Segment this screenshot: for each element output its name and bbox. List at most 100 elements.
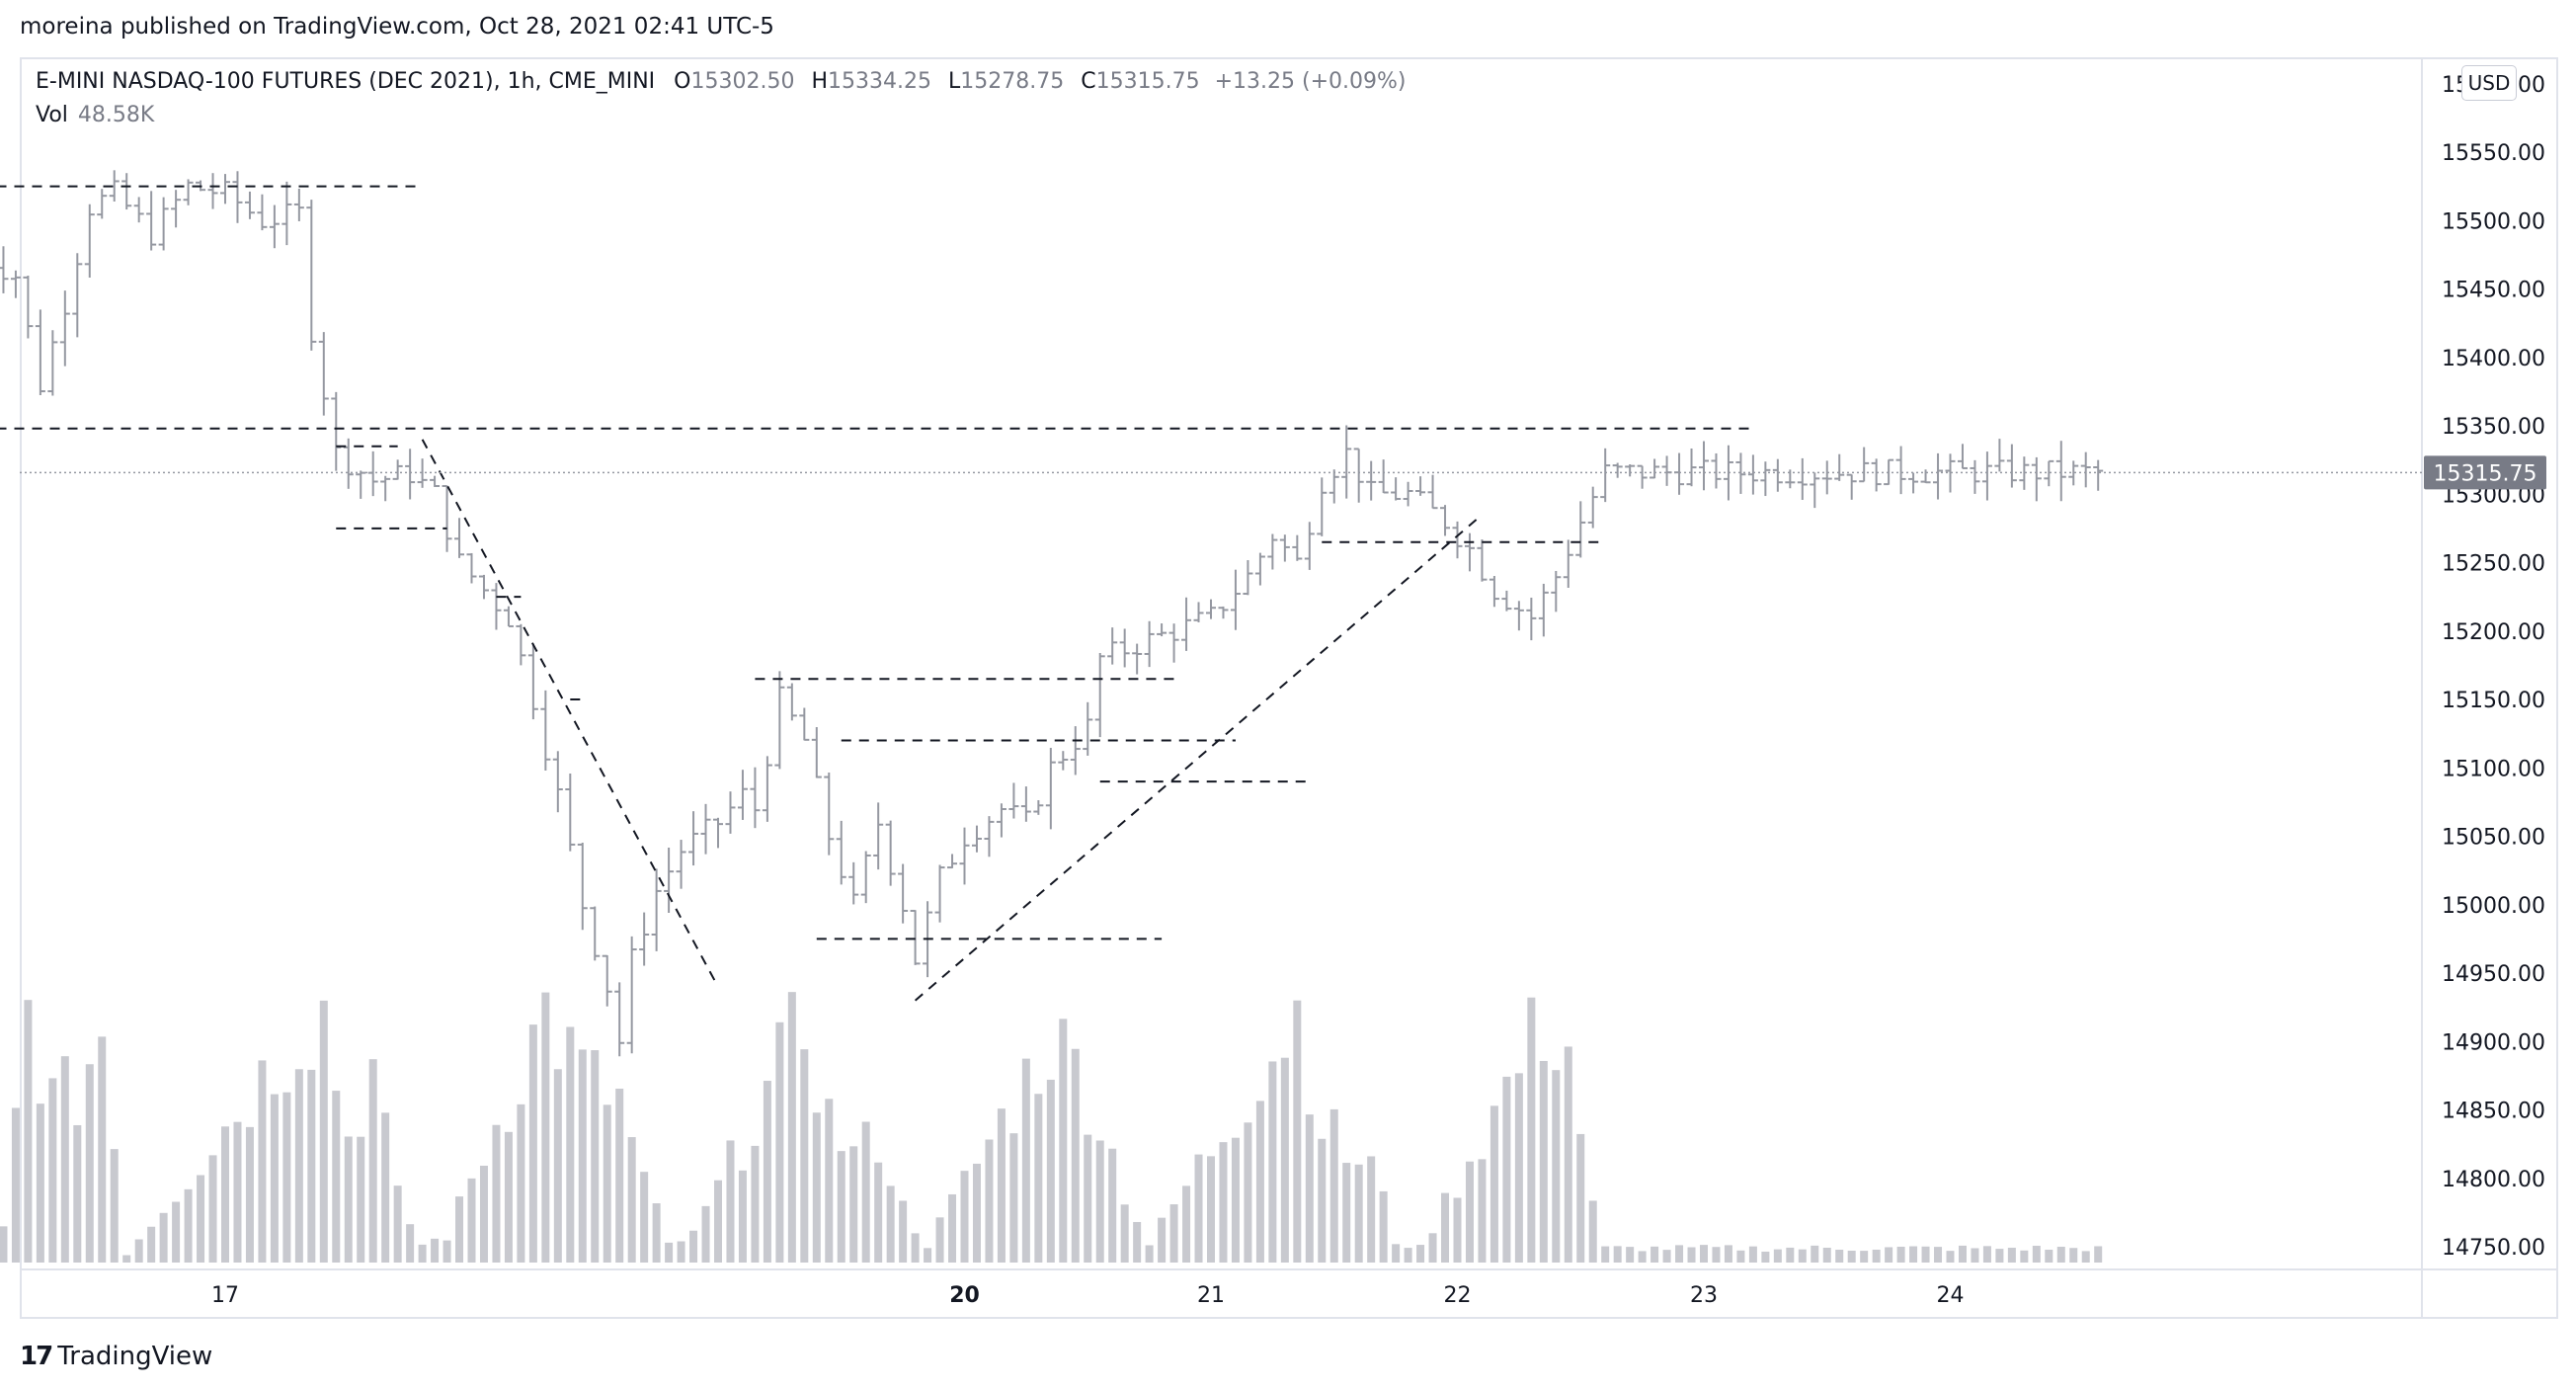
price-tick-label: 15550.00 [2442, 141, 2545, 166]
volume-bar [1626, 1247, 1635, 1263]
volume-bar [1736, 1250, 1745, 1263]
low-value: 15278.75 [960, 69, 1065, 94]
axes-lines [20, 57, 2556, 1319]
volume-bar [455, 1196, 464, 1263]
volume-bar [1576, 1133, 1585, 1263]
volume-bar [98, 1036, 107, 1263]
volume-bar [689, 1230, 698, 1263]
price-tick-label: 15400.00 [2442, 347, 2545, 371]
volume-bar [517, 1103, 525, 1263]
volume-bar [282, 1092, 291, 1263]
volume-bar [874, 1162, 883, 1263]
volume-bar [849, 1146, 858, 1263]
volume-bar [1872, 1249, 1881, 1263]
volume-bar [997, 1108, 1006, 1263]
volume-bar [677, 1241, 685, 1263]
volume-bar [1712, 1247, 1721, 1263]
last-price-marker: 15315.75 [20, 455, 2546, 490]
chart-legend: E-MINI NASDAQ-100 FUTURES (DEC 2021), 1h… [36, 69, 1407, 94]
volume-bar [1354, 1164, 1363, 1263]
volume-bar [2069, 1248, 2078, 1263]
price-tick-label: 14750.00 [2442, 1236, 2545, 1261]
volume-bar [368, 1059, 377, 1263]
price-tick-label: 15000.00 [2442, 894, 2545, 919]
volume-bar [221, 1126, 229, 1263]
volume-bar [1601, 1246, 1610, 1263]
volume-bar [1958, 1245, 1967, 1263]
time-tick-label: 23 [1690, 1283, 1718, 1308]
open-label: O [674, 69, 691, 94]
volume-bar [184, 1188, 193, 1263]
volume-bar [541, 992, 550, 1263]
volume-bar [751, 1145, 760, 1263]
volume-bar [233, 1121, 242, 1263]
volume-bar [578, 1049, 587, 1263]
close-value: 15315.75 [1095, 69, 1200, 94]
volume-bar [418, 1244, 427, 1263]
volume-value: 48.58K [77, 103, 155, 127]
volume-bar [270, 1094, 279, 1263]
volume-bar [208, 1155, 217, 1263]
volume-bar [1934, 1247, 1943, 1263]
volume-bar [85, 1064, 94, 1263]
volume-bar [825, 1099, 834, 1263]
volume-bar [861, 1121, 870, 1263]
volume-bar [1009, 1133, 1018, 1263]
volume-bar [714, 1180, 722, 1263]
volume-bar [1194, 1154, 1203, 1263]
volume-bar [787, 992, 796, 1263]
volume-bar [1896, 1246, 1905, 1263]
volume-bar [1071, 1048, 1080, 1263]
volume-bar [948, 1193, 957, 1263]
volume-bar [738, 1170, 747, 1263]
price-tick-label: 15150.00 [2442, 689, 2545, 713]
volume-bar [294, 1069, 303, 1263]
volume-bar [319, 1000, 328, 1263]
volume-bar [763, 1081, 771, 1263]
volume-bar [1650, 1246, 1659, 1263]
volume-bar [431, 1238, 440, 1263]
volume-bar [924, 1248, 932, 1263]
volume-bar [911, 1233, 920, 1263]
price-tick-label: 14950.00 [2442, 962, 2545, 987]
trend-line [421, 439, 719, 988]
trend-line [914, 514, 1484, 1002]
volume-bar [443, 1240, 451, 1263]
volume-bar [1428, 1233, 1437, 1263]
volume-bar [1946, 1251, 1955, 1263]
volume-bar [1046, 1079, 1055, 1263]
volume-bar [1318, 1138, 1327, 1263]
volume-bar [1453, 1197, 1462, 1263]
volume-bar [1847, 1250, 1856, 1263]
close-label: C [1081, 69, 1096, 94]
change-value: +13.25 (+0.09%) [1214, 69, 1407, 94]
volume-bar [1342, 1163, 1351, 1263]
volume-bar [1465, 1161, 1474, 1263]
volume-bar [2056, 1247, 2065, 1263]
symbol-title: E-MINI NASDAQ-100 FUTURES (DEC 2021), 1h… [36, 69, 656, 94]
volume-bar [1638, 1251, 1647, 1263]
volume-bar [1662, 1250, 1671, 1263]
volume-bar [591, 1050, 600, 1263]
volume-bar [467, 1178, 476, 1263]
volume-bar [1761, 1251, 1770, 1263]
volume-bar [1416, 1245, 1425, 1263]
tradingview-logo[interactable]: 17 TradingView [20, 1342, 212, 1371]
volume-bar [11, 1107, 20, 1263]
time-tick-label: 17 [211, 1283, 239, 1308]
volume-bar [159, 1212, 168, 1263]
tradingview-wordmark: TradingView [57, 1342, 213, 1371]
last-price-badge [2424, 455, 2546, 490]
volume-bar [800, 1049, 809, 1263]
volume-bar [307, 1069, 316, 1263]
volume-bar [1182, 1185, 1191, 1263]
currency-badge[interactable]: USD [2461, 65, 2517, 101]
volume-bar [60, 1056, 69, 1263]
volume-bar [1514, 1073, 1523, 1263]
volume-bar [1860, 1251, 1869, 1263]
volume-bar [640, 1172, 649, 1263]
volume-bar [1120, 1204, 1129, 1263]
volume-bar [1367, 1156, 1376, 1263]
volume-bar [492, 1124, 501, 1263]
